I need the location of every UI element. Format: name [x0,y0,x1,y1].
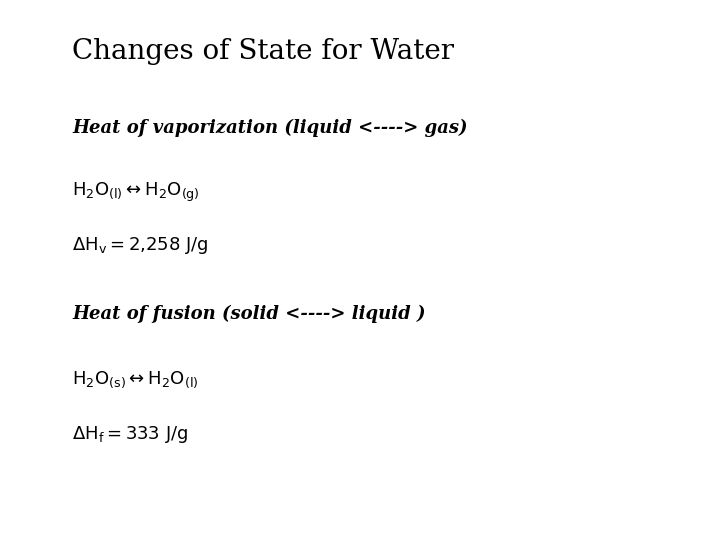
Text: $\mathrm{\Delta H_v = 2{,}258\ J/g}$: $\mathrm{\Delta H_v = 2{,}258\ J/g}$ [72,235,209,256]
Text: Heat of fusion (solid <----> liquid ): Heat of fusion (solid <----> liquid ) [72,305,426,323]
Text: Changes of State for Water: Changes of State for Water [72,38,454,65]
Text: $\mathrm{H_2O_{(s)} \leftrightarrow H_2O_{(l)}}$: $\mathrm{H_2O_{(s)} \leftrightarrow H_2O… [72,370,199,390]
Text: $\mathrm{\Delta H_f = 333\ J/g}$: $\mathrm{\Delta H_f = 333\ J/g}$ [72,424,189,445]
Text: Heat of vaporization (liquid <----> gas): Heat of vaporization (liquid <----> gas) [72,119,467,137]
Text: $\mathrm{H_2O_{(l)} \leftrightarrow H_2O_{(g)}}$: $\mathrm{H_2O_{(l)} \leftrightarrow H_2O… [72,181,200,204]
